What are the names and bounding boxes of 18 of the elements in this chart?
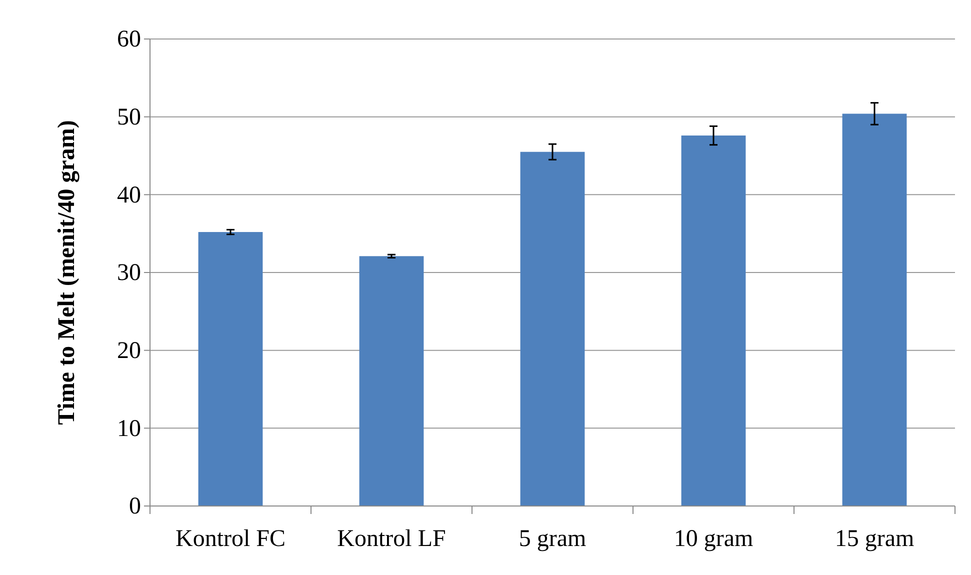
y-tick-label: 30 [117,260,141,286]
bar [359,256,424,506]
y-tick-label: 60 [117,26,141,53]
bar [842,114,907,506]
y-tick-label: 20 [117,338,141,364]
bar [681,136,746,506]
y-axis-title: Time to Melt (menit/40 gram) [54,120,80,425]
x-tick-label: 10 gram [674,526,754,552]
x-tick-label: Kontrol FC [175,526,286,552]
y-tick-label: 0 [129,494,141,520]
bar [520,152,585,506]
x-tick-label: 5 gram [518,526,586,552]
bar [198,232,263,506]
x-tick-label: 15 gram [834,526,914,552]
x-tick-label: Kontrol LF [337,526,446,552]
y-tick-label: 50 [117,104,141,131]
y-tick-label: 10 [117,416,141,442]
y-tick-label: 40 [117,182,141,208]
